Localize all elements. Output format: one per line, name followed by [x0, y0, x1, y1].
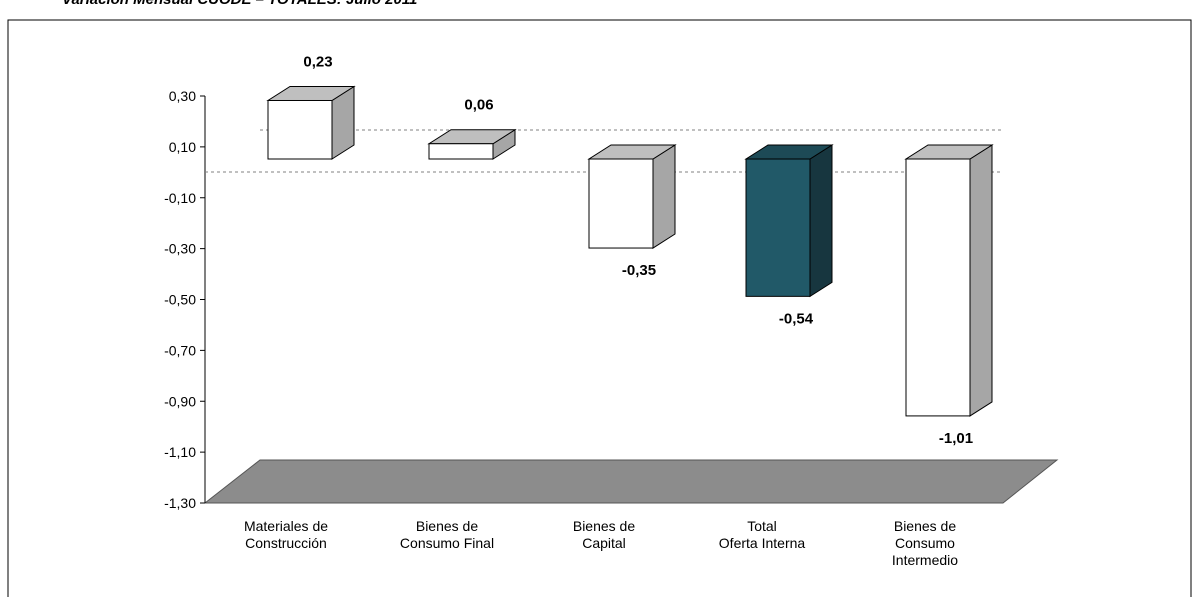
- bar-front-face: [745, 158, 811, 297]
- y-tick-label: -0,90: [164, 393, 196, 409]
- category-label: Bienes de: [573, 518, 635, 534]
- bar-front-face: [428, 143, 494, 160]
- y-tick-label: -1,30: [164, 495, 196, 511]
- bar-value-label: -0,54: [779, 310, 814, 327]
- y-tick-label: 0,10: [169, 139, 196, 155]
- bar-side-face: [969, 144, 993, 417]
- category-label: Bienes de: [416, 518, 478, 534]
- floor-layer: [203, 459, 1059, 504]
- category-label: Consumo: [895, 535, 955, 551]
- bar-front-face: [267, 99, 333, 160]
- bar-side-face: [809, 144, 833, 298]
- category-label: Oferta Interna: [719, 535, 806, 551]
- bar: [266, 85, 356, 160]
- bar-side-face: [652, 144, 676, 249]
- bar-value-label: 0,23: [303, 53, 332, 70]
- bar: [427, 128, 517, 160]
- y-tick-label: -0,30: [164, 241, 196, 257]
- bar-front-face: [905, 158, 971, 417]
- bar: [587, 144, 677, 249]
- y-tick-label: -0,70: [164, 342, 196, 358]
- y-tick-label: 0,30: [169, 88, 196, 104]
- y-tick-label: -0,50: [164, 292, 196, 308]
- bar: [744, 144, 834, 298]
- bar-front-face: [588, 158, 654, 249]
- bar-value-label: 0,06: [464, 97, 493, 114]
- category-label: Capital: [582, 535, 626, 551]
- bar: [904, 144, 994, 417]
- category-label: Materiales de: [244, 518, 328, 534]
- category-label: Total: [747, 518, 777, 534]
- value-labels: 0,23 0,06 -0,35 -0,54 -1,01: [303, 53, 973, 446]
- bars-layer: [266, 85, 994, 417]
- bar-value-label: -1,01: [939, 430, 973, 447]
- bar-value-label: -0,35: [622, 262, 656, 279]
- chart-title: Variación Mensual CUODE – TOTALES: Julio…: [62, 0, 417, 8]
- category-label: Intermedio: [892, 552, 958, 568]
- category-label: Consumo Final: [400, 535, 494, 551]
- y-tick-label: -1,10: [164, 444, 196, 460]
- category-label: Bienes de: [894, 518, 956, 534]
- chart-border: [7, 19, 1192, 597]
- floor-plane: [203, 459, 1059, 504]
- y-tick-label: -0,10: [164, 190, 196, 206]
- y-axis: 0,30 0,10 -0,10 -0,30 -0,50 -0,70 -0,90 -1,10 -1…: [164, 88, 206, 511]
- category-label: Construcción: [245, 535, 327, 551]
